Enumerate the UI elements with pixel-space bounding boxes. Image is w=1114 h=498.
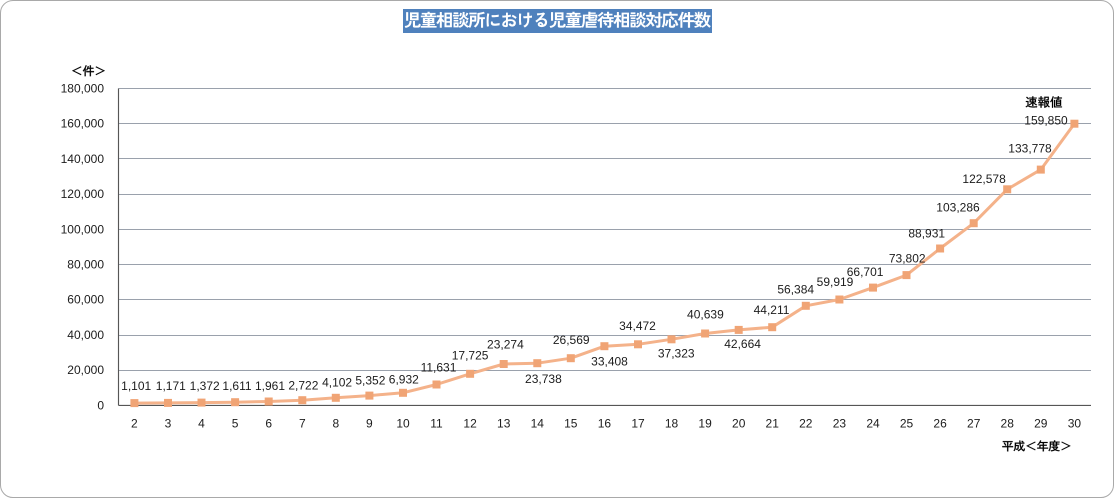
svg-text:5: 5 [232,416,239,430]
svg-text:13: 13 [497,416,511,430]
svg-text:80,000: 80,000 [67,258,104,272]
svg-text:22: 22 [799,416,813,430]
svg-text:4,102: 4,102 [322,375,352,389]
svg-text:3: 3 [165,416,172,430]
svg-text:20: 20 [732,416,746,430]
svg-text:11: 11 [430,416,443,430]
svg-text:18: 18 [665,416,679,430]
svg-text:1,171: 1,171 [156,379,186,393]
svg-text:25: 25 [900,416,914,430]
svg-text:120,000: 120,000 [61,187,105,201]
svg-text:20,000: 20,000 [67,363,104,377]
svg-text:9: 9 [366,416,373,430]
svg-text:10: 10 [396,416,410,430]
svg-text:1,101: 1,101 [121,379,151,393]
svg-text:11,631: 11,631 [421,360,457,374]
svg-text:159,850: 159,850 [1024,114,1068,128]
svg-text:23,274: 23,274 [487,338,524,352]
svg-text:40,639: 40,639 [687,308,724,322]
svg-text:100,000: 100,000 [61,222,105,236]
svg-text:15: 15 [564,416,578,430]
svg-text:24: 24 [866,416,880,430]
svg-text:88,931: 88,931 [908,226,945,240]
svg-text:56,384: 56,384 [777,282,814,296]
svg-text:16: 16 [598,416,612,430]
svg-text:23,738: 23,738 [525,372,562,386]
svg-text:37,323: 37,323 [658,347,695,361]
svg-text:103,286: 103,286 [936,201,980,215]
svg-text:28: 28 [1001,416,1015,430]
svg-text:33,408: 33,408 [591,354,628,368]
svg-text:30: 30 [1068,416,1082,430]
svg-text:1,961: 1,961 [255,379,285,393]
svg-text:73,802: 73,802 [889,252,926,266]
svg-text:17,725: 17,725 [452,348,489,362]
svg-text:8: 8 [332,416,339,430]
svg-text:1,611: 1,611 [222,379,251,393]
svg-text:26,569: 26,569 [553,333,590,347]
svg-text:66,701: 66,701 [847,265,884,279]
svg-text:0: 0 [97,398,104,412]
svg-text:180,000: 180,000 [61,82,105,96]
svg-text:14: 14 [531,416,545,430]
svg-text:6,932: 6,932 [389,372,419,386]
svg-text:23: 23 [833,416,847,430]
svg-text:42,664: 42,664 [724,337,761,351]
svg-text:34,472: 34,472 [619,319,656,333]
svg-text:1,372: 1,372 [190,379,220,393]
svg-text:5,352: 5,352 [355,374,385,388]
svg-text:21: 21 [766,416,780,430]
svg-text:6: 6 [265,416,272,430]
svg-text:29: 29 [1034,416,1048,430]
svg-text:4: 4 [198,416,205,430]
svg-text:19: 19 [698,416,712,430]
svg-text:2,722: 2,722 [288,378,318,392]
svg-text:12: 12 [463,416,477,430]
svg-text:122,578: 122,578 [962,172,1006,186]
svg-text:44,211: 44,211 [754,303,790,317]
svg-text:7: 7 [299,416,306,430]
svg-text:26: 26 [933,416,947,430]
svg-text:27: 27 [967,416,981,430]
svg-text:60,000: 60,000 [67,293,104,307]
svg-text:133,778: 133,778 [1008,142,1052,156]
svg-text:160,000: 160,000 [61,117,105,131]
svg-text:140,000: 140,000 [61,152,105,166]
svg-text:17: 17 [631,416,645,430]
svg-text:2: 2 [131,416,138,430]
svg-text:59,919: 59,919 [817,275,854,289]
svg-text:40,000: 40,000 [67,328,104,342]
